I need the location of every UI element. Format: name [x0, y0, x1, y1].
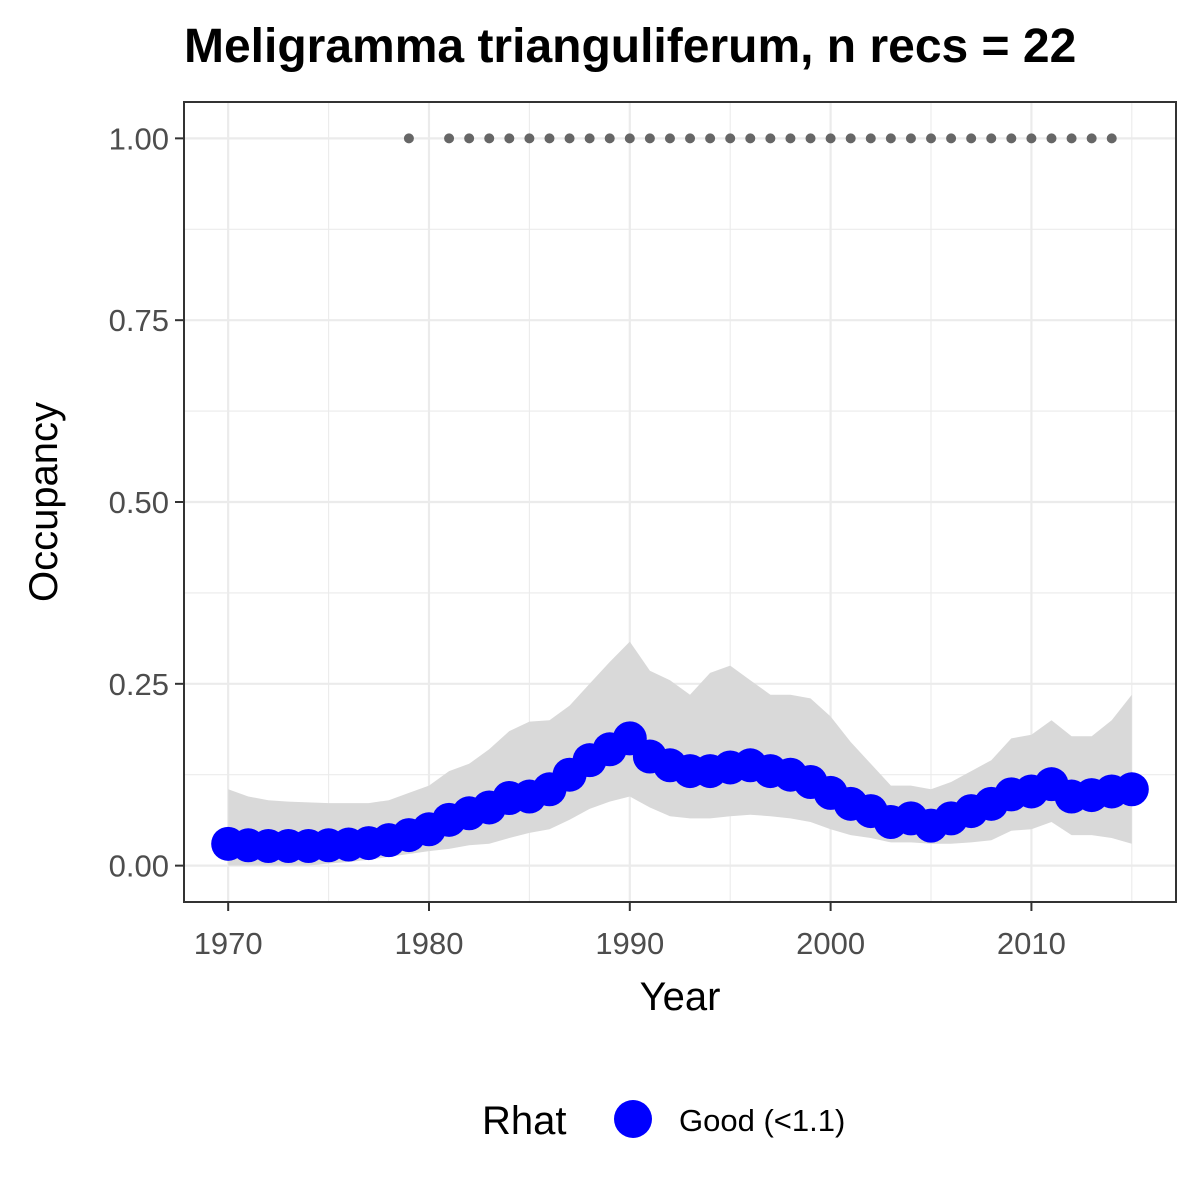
record-dot: [1106, 133, 1117, 144]
legend: Rhat Good (<1.1): [482, 1099, 845, 1143]
x-tick-label: 1990: [595, 926, 664, 961]
record-dot: [885, 133, 896, 144]
legend-key-good: [614, 1100, 652, 1138]
record-dot: [845, 133, 856, 144]
record-dot: [946, 133, 957, 144]
record-dot: [564, 133, 575, 144]
record-dot: [604, 133, 615, 144]
record-dot: [1026, 133, 1037, 144]
record-dot: [544, 133, 555, 144]
record-dot: [805, 133, 816, 144]
record-dot: [403, 133, 414, 144]
record-dot: [624, 133, 635, 144]
record-dot: [705, 133, 716, 144]
record-dot: [1066, 133, 1077, 144]
record-dot: [524, 133, 535, 144]
record-dot: [464, 133, 475, 144]
record-dot: [785, 133, 796, 144]
record-dot: [765, 133, 776, 144]
axes: 0.00 0.25 0.50 0.75 1.00 1970 1980 1990 2000 2010: [109, 121, 1066, 961]
record-dot: [865, 133, 876, 144]
x-tick-label: 1980: [395, 926, 464, 961]
occupancy-points-layer: [211, 721, 1149, 863]
grid: [184, 102, 1176, 902]
y-tick-label: 1.00: [109, 121, 169, 156]
record-dot: [584, 133, 595, 144]
x-tick-label: 2000: [796, 926, 865, 961]
record-dot: [825, 133, 836, 144]
record-dot: [484, 133, 495, 144]
y-tick-label: 0.50: [109, 485, 169, 520]
record-dot: [504, 133, 515, 144]
x-tick-label: 1970: [194, 926, 263, 961]
record-dot: [444, 133, 455, 144]
record-dot: [1046, 133, 1057, 144]
legend-label-good: Good (<1.1): [679, 1103, 845, 1138]
y-tick-label: 0.25: [109, 667, 169, 702]
record-dot: [664, 133, 675, 144]
record-dot: [745, 133, 756, 144]
record-dots-layer: [403, 133, 1117, 144]
record-dot: [644, 133, 655, 144]
record-dot: [986, 133, 997, 144]
record-dot: [1006, 133, 1017, 144]
legend-title: Rhat: [482, 1099, 567, 1143]
record-dot: [1086, 133, 1097, 144]
record-dot: [926, 133, 937, 144]
x-tick-label: 2010: [997, 926, 1066, 961]
y-axis-title: Occupancy: [22, 402, 66, 602]
chart-title: Meligramma trianguliferum, n recs = 22: [184, 20, 1076, 73]
record-dot: [685, 133, 696, 144]
occupancy-point: [1114, 772, 1149, 807]
x-axis-title: Year: [640, 975, 721, 1019]
record-dot: [966, 133, 977, 144]
record-dot: [905, 133, 916, 144]
y-tick-label: 0.00: [109, 849, 169, 884]
record-dot: [725, 133, 736, 144]
y-tick-label: 0.75: [109, 303, 169, 338]
